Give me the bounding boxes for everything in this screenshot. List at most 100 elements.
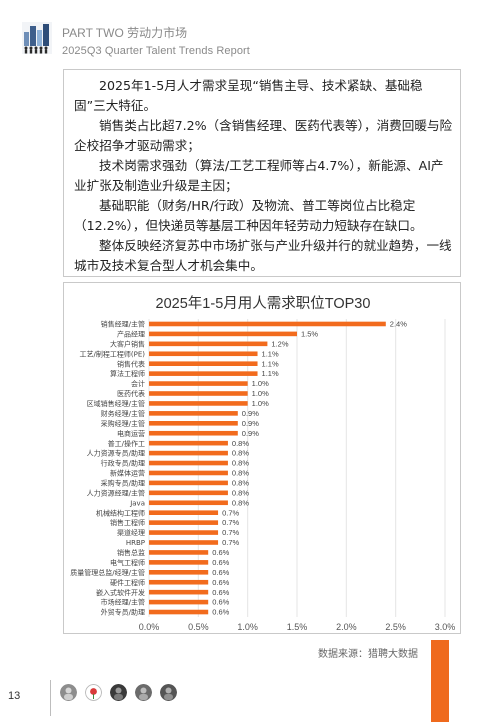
data-label: 0.6% xyxy=(212,598,229,607)
bar xyxy=(149,530,219,535)
footer-divider xyxy=(50,680,51,716)
x-tick-label: 1.5% xyxy=(287,622,308,632)
bar xyxy=(149,460,228,466)
bar xyxy=(149,570,209,575)
bar xyxy=(149,411,238,416)
summary-paragraph: 2025年1-5月人才需求呈现“销售主导、技术紧缺、基础稳固”三大特征。 xyxy=(74,78,423,113)
bar xyxy=(149,500,228,506)
bar xyxy=(149,391,248,396)
y-tick-label: 质量管理总监/经理/主管 xyxy=(70,568,145,577)
bar xyxy=(149,430,238,436)
bar xyxy=(149,421,238,426)
bar xyxy=(149,609,209,615)
y-tick-label: 嵌入式软件开发 xyxy=(96,588,145,597)
bar xyxy=(149,540,219,545)
data-label: 1.1% xyxy=(262,349,279,358)
bar xyxy=(149,480,228,486)
rose-emblem-icon xyxy=(85,684,102,701)
x-tick-label: 2.0% xyxy=(336,622,357,632)
bar xyxy=(149,401,248,406)
bar xyxy=(149,490,228,496)
data-label: 0.6% xyxy=(212,578,229,587)
bar xyxy=(149,550,209,555)
data-label: 1.1% xyxy=(262,369,279,378)
portrait-photo-icon xyxy=(135,684,152,701)
data-label: 2.4% xyxy=(390,320,407,329)
bar xyxy=(149,361,258,366)
summary-paragraph: 基础职能（财务/HR/行政）及物流、普工等岗位占比稳定（12.2%），但快递员等… xyxy=(74,198,423,233)
y-tick-label: 销售工程师 xyxy=(110,518,145,527)
data-label: 0.6% xyxy=(212,568,229,577)
page-number: 13 xyxy=(8,690,21,702)
y-tick-label: 电商运营 xyxy=(117,429,145,438)
y-tick-label: 会计 xyxy=(131,379,145,388)
footer-icons xyxy=(60,684,177,704)
y-tick-label: 采购经理/主管 xyxy=(101,419,145,428)
city-skyline-icon xyxy=(22,22,52,54)
bar-chart: 0.0% 0.5% 1.0% 1.5% 2.0% 2.5% 3.0% 销售经理/主管 2.4% 产… xyxy=(70,319,456,632)
data-label: 0.7% xyxy=(222,518,239,527)
summary-box: 2025年1-5月人才需求呈现“销售主导、技术紧缺、基础稳固”三大特征。 销售类… xyxy=(63,69,461,277)
bar xyxy=(149,589,209,595)
brand-tab: LIEPIN xyxy=(431,640,463,722)
bar xyxy=(149,599,209,605)
data-label: 1.0% xyxy=(252,389,269,398)
y-tick-label: 电气工程师 xyxy=(110,558,145,567)
x-tick-label: 3.0% xyxy=(435,622,456,632)
y-tick-label: 人力资源经理/主管 xyxy=(87,488,145,497)
data-label: 0.6% xyxy=(212,608,229,617)
y-tick-label: 销售代表 xyxy=(117,359,145,368)
y-tick-label: 医药代表 xyxy=(117,389,145,398)
y-tick-label: 机械结构工程师 xyxy=(96,508,145,517)
bar xyxy=(149,510,219,515)
brand-logo-text: LIEPIN xyxy=(449,653,463,705)
y-tick-label: 财务经理/主管 xyxy=(101,409,145,418)
bar xyxy=(149,371,258,376)
y-tick-label: 渠道经理 xyxy=(117,528,145,537)
bar xyxy=(149,341,268,347)
data-label: 0.7% xyxy=(222,528,239,537)
data-label: 0.6% xyxy=(212,588,229,597)
bar xyxy=(149,331,297,337)
bar xyxy=(149,321,386,327)
y-tick-label: 采购专员/助理 xyxy=(101,479,145,488)
data-label: 1.0% xyxy=(252,399,269,408)
section-title: PART TWO 劳动力市场 xyxy=(62,26,188,40)
y-tick-label: 外贸专员/助理 xyxy=(101,608,145,617)
data-label: 1.2% xyxy=(271,339,288,348)
chart-panel: 2025年1-5月用人需求职位TOP30 0.0% 0.5% 1.0% 1.5% 2.0… xyxy=(63,282,461,634)
data-label: 0.8% xyxy=(232,469,249,478)
bar xyxy=(149,470,228,476)
x-tick-label: 0.5% xyxy=(188,622,209,632)
data-label: 0.9% xyxy=(242,409,259,418)
bar xyxy=(149,579,209,585)
y-tick-label: HRBP xyxy=(126,539,145,547)
portrait-photo-icon xyxy=(160,684,177,701)
y-tick-label: 销售经理/主管 xyxy=(101,320,145,329)
portrait-photo-icon xyxy=(60,684,77,701)
bar xyxy=(149,440,228,446)
data-label: 0.9% xyxy=(242,419,259,428)
data-label: 0.8% xyxy=(232,488,249,497)
y-tick-label: 产品经理 xyxy=(117,330,145,339)
y-tick-label: 工艺/制程工程师(PE) xyxy=(80,349,146,358)
data-label: 0.8% xyxy=(232,459,249,468)
x-tick-label: 0.0% xyxy=(139,622,160,632)
data-label: 1.0% xyxy=(252,379,269,388)
data-label: 0.9% xyxy=(242,429,259,438)
bar xyxy=(149,520,219,525)
data-label: 0.7% xyxy=(222,508,239,517)
y-tick-label: 市场经理/主管 xyxy=(101,598,145,607)
y-tick-label: 人力资源专员/助理 xyxy=(87,449,145,458)
data-label: 1.1% xyxy=(262,359,279,368)
y-tick-label: Java xyxy=(129,499,145,507)
data-label: 0.8% xyxy=(232,498,249,507)
y-tick-label: 销售总监 xyxy=(117,548,145,557)
y-tick-label: 新媒体运营 xyxy=(110,469,145,478)
data-label: 0.7% xyxy=(222,538,239,547)
data-source: 数据来源：猎聘大数据 xyxy=(318,649,418,660)
chart-title: 2025年1-5月用人需求职位TOP30 xyxy=(155,296,371,312)
portrait-photo-icon xyxy=(110,684,127,701)
y-tick-label: 行政专员/助理 xyxy=(101,459,145,468)
bar xyxy=(149,381,248,386)
